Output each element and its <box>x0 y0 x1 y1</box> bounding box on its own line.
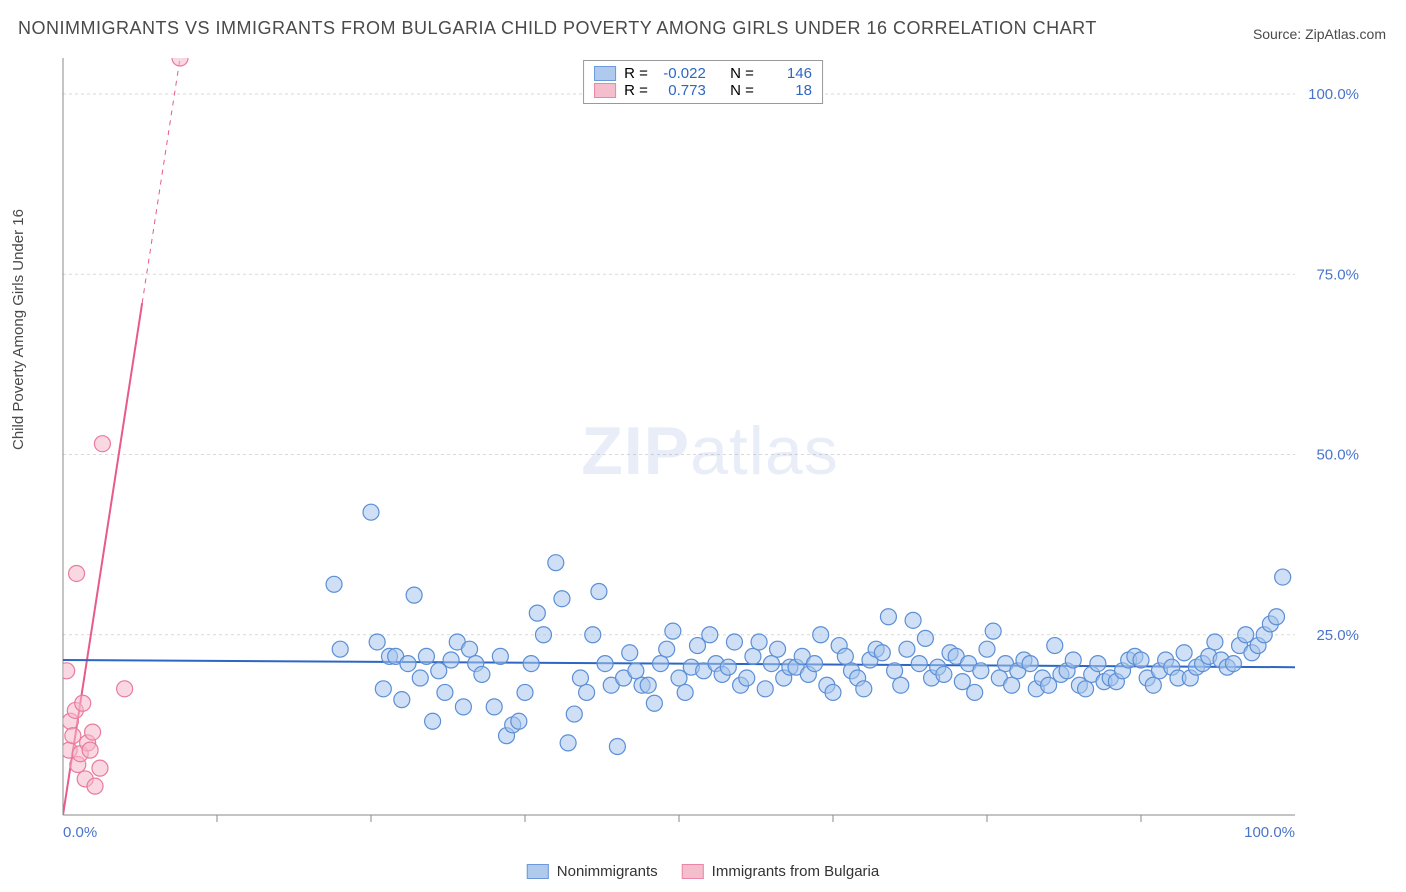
legend-row-immigrants: R = 0.773 N = 18 <box>594 82 812 99</box>
r-value-immigrants: 0.773 <box>656 82 706 99</box>
n-label: N = <box>730 65 754 82</box>
n-value-nonimmigrants: 146 <box>762 65 812 82</box>
svg-text:100.0%: 100.0% <box>1244 824 1295 841</box>
swatch-immigrants <box>594 83 616 98</box>
svg-text:100.0%: 100.0% <box>1308 86 1359 103</box>
legend-label: Nonimmigrants <box>557 863 658 880</box>
scatter-plot: 25.0%50.0%75.0%100.0%0.0%100.0% ZIPatlas <box>55 58 1365 843</box>
swatch-nonimmigrants <box>594 66 616 81</box>
r-label: R = <box>624 65 648 82</box>
chart-title: NONIMMIGRANTS VS IMMIGRANTS FROM BULGARI… <box>18 18 1097 39</box>
source-attribution: Source: ZipAtlas.com <box>1253 26 1386 42</box>
y-axis-label: Child Poverty Among Girls Under 16 <box>10 209 27 450</box>
legend-item-immigrants: Immigrants from Bulgaria <box>682 863 880 880</box>
series-legend: Nonimmigrants Immigrants from Bulgaria <box>527 863 879 880</box>
legend-item-nonimmigrants: Nonimmigrants <box>527 863 658 880</box>
svg-text:25.0%: 25.0% <box>1316 627 1359 644</box>
r-label: R = <box>624 82 648 99</box>
n-value-immigrants: 18 <box>762 82 812 99</box>
swatch-nonimmigrants <box>527 864 549 879</box>
chart-svg: 25.0% 50.0% 75.0% 100.0% 0.0% 100.0% <box>55 58 1365 843</box>
swatch-immigrants <box>682 864 704 879</box>
n-label: N = <box>730 82 754 99</box>
correlation-legend: R = -0.022 N = 146 R = 0.773 N = 18 <box>583 60 823 104</box>
r-value-nonimmigrants: -0.022 <box>656 65 706 82</box>
legend-label: Immigrants from Bulgaria <box>712 863 880 880</box>
svg-text:0.0%: 0.0% <box>63 824 97 841</box>
svg-text:50.0%: 50.0% <box>1316 447 1359 464</box>
svg-text:75.0%: 75.0% <box>1316 266 1359 283</box>
legend-row-nonimmigrants: R = -0.022 N = 146 <box>594 65 812 82</box>
